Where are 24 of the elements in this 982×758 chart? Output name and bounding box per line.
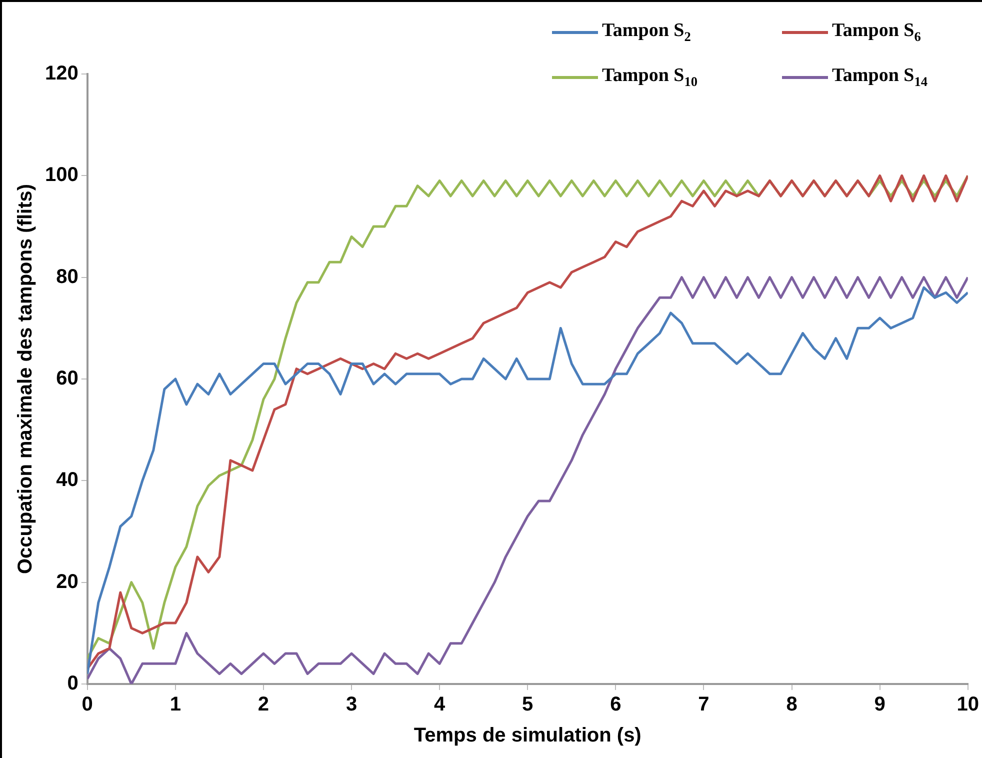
x-tick-label: 3 [346, 694, 358, 716]
y-tick-label: 20 [56, 570, 78, 593]
x-tick-label: 4 [434, 694, 446, 716]
y-tick-label: 0 [67, 672, 78, 695]
y-tick-label: 40 [56, 469, 78, 492]
y-tick-label: 120 [44, 62, 78, 85]
y-axis-title: Occupation maximale des tampons (flits) [14, 184, 37, 574]
x-axis-title: Temps de simulation (s) [414, 724, 642, 747]
x-tick-label: 0 [82, 694, 93, 716]
y-tick-label: 60 [56, 368, 78, 390]
x-tick-label: 10 [956, 694, 979, 716]
x-tick-label: 6 [610, 694, 622, 716]
x-tick-label: 2 [258, 694, 270, 716]
x-tick-label: 5 [522, 694, 534, 716]
x-tick-label: 1 [170, 694, 181, 716]
x-tick-label: 8 [786, 694, 798, 716]
legend-label: Tampon S$_{10}$ [602, 64, 698, 90]
x-tick-label: 7 [698, 694, 710, 716]
y-tick-label: 80 [56, 266, 78, 288]
legend-label: Tampon S$_{2}$ [602, 20, 691, 45]
legend-label: Tampon S$_{6}$ [832, 20, 921, 45]
x-tick-label: 9 [874, 694, 886, 716]
legend-label: Tampon S$_{14}$ [832, 64, 928, 90]
y-tick-label: 100 [44, 164, 78, 186]
